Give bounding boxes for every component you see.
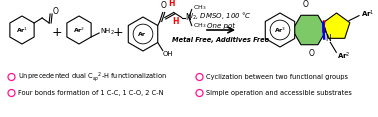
Text: OH: OH [163, 51, 174, 57]
Text: Cyclization between two functional groups: Cyclization between two functional group… [206, 74, 348, 80]
Text: Unprecedented dual C$_{sp}$$^{2}$-H functionalization: Unprecedented dual C$_{sp}$$^{2}$-H func… [18, 70, 167, 84]
Text: Ar: Ar [138, 31, 146, 37]
Polygon shape [265, 13, 295, 47]
Text: O: O [302, 0, 308, 9]
Text: Ar$^{2}$: Ar$^{2}$ [337, 51, 351, 62]
Text: Ar$^{1}$: Ar$^{1}$ [361, 9, 375, 20]
Circle shape [196, 90, 203, 97]
Circle shape [8, 73, 15, 80]
Text: Ar$^{2}$: Ar$^{2}$ [73, 25, 85, 35]
Text: CH$_{3}$: CH$_{3}$ [193, 3, 206, 12]
Polygon shape [67, 16, 91, 44]
Polygon shape [293, 15, 327, 45]
Circle shape [8, 90, 15, 97]
Text: H: H [172, 18, 179, 26]
Text: O: O [53, 7, 59, 16]
Text: H: H [169, 0, 175, 9]
Text: Simple operation and accessible substrates: Simple operation and accessible substrat… [206, 90, 352, 96]
Text: CH$_{3}$: CH$_{3}$ [193, 21, 206, 30]
Text: Ar$^{1}$: Ar$^{1}$ [16, 25, 28, 35]
Text: I$_{2}$, DMSO, 100 °C: I$_{2}$, DMSO, 100 °C [190, 10, 252, 22]
Text: Metal Free, Additives Free: Metal Free, Additives Free [172, 37, 270, 43]
Text: +: + [52, 26, 62, 38]
Text: NH$_{2}$: NH$_{2}$ [100, 27, 115, 37]
Polygon shape [323, 13, 350, 38]
Text: +: + [113, 26, 123, 38]
Text: O: O [161, 0, 167, 9]
Text: One pot: One pot [207, 23, 235, 29]
Text: N: N [325, 34, 331, 43]
Text: O: O [308, 49, 314, 58]
Circle shape [196, 73, 203, 80]
Polygon shape [10, 16, 34, 44]
Polygon shape [128, 17, 158, 51]
Text: N: N [186, 13, 192, 22]
Text: Ar$^{3}$: Ar$^{3}$ [274, 25, 286, 35]
Text: Four bonds formation of 1 C-C, 1 C-O, 2 C-N: Four bonds formation of 1 C-C, 1 C-O, 2 … [18, 90, 164, 96]
